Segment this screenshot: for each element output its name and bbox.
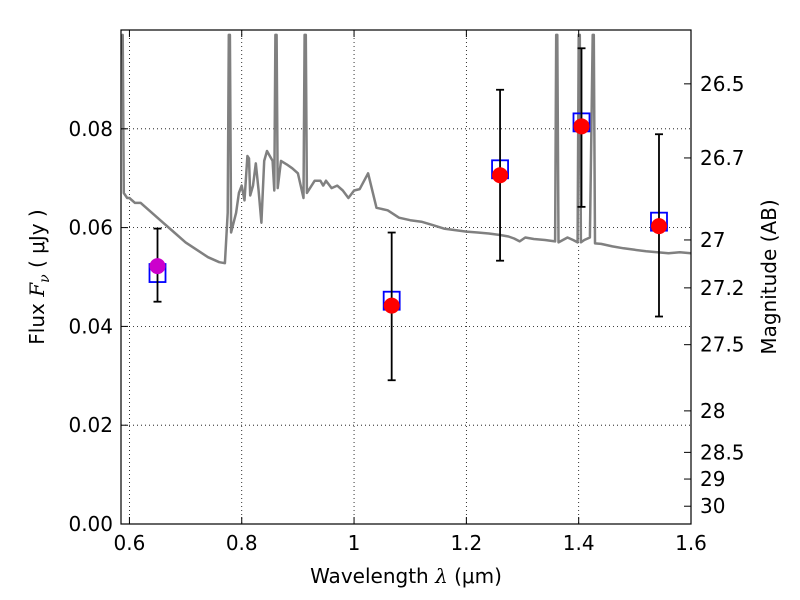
- right-y-tick-label: 26.5: [700, 72, 745, 96]
- grid: [121, 30, 692, 525]
- x-axis-label: Wavelength λ (μm): [310, 564, 502, 588]
- right-y-tick-label: 26.7: [700, 146, 745, 170]
- right-y-tick-label: 28.5: [700, 440, 745, 464]
- observed-flux-point: [149, 258, 166, 275]
- y-tick-label: 0.02: [68, 413, 113, 437]
- plot-area: [121, 33, 691, 382]
- x-tick-label: 1.2: [450, 531, 482, 555]
- y-tick-label: 0.04: [68, 314, 113, 338]
- observed-flux-point: [573, 118, 590, 135]
- x-tick-label: 1: [348, 531, 361, 555]
- x-tick-label: 0.6: [114, 531, 146, 555]
- model-spectrum-line: [121, 33, 691, 265]
- observed-flux-point: [650, 218, 667, 235]
- x-tick-label: 1.4: [563, 531, 595, 555]
- y-tick-label: 0.00: [68, 512, 113, 536]
- x-tick-label: 0.8: [226, 531, 258, 555]
- right-y-tick-label: 30: [700, 494, 725, 518]
- right-y-tick-label: 28: [700, 399, 725, 423]
- right-y-tick-label: 27.2: [700, 276, 745, 300]
- y-tick-label: 0.08: [68, 117, 113, 141]
- right-y-axis-label: Magnitude (AB): [757, 199, 781, 354]
- axes: 0.6 0.8 1 1.2 1.4 1.6 0.00 0.02 0.04 0.06 0.08 26.5…: [68, 30, 745, 555]
- right-y-tick-label: 29: [700, 467, 725, 491]
- plot-frame: [120, 29, 692, 525]
- right-y-tick-label: 27: [700, 228, 725, 252]
- x-tick-label: 1.6: [675, 531, 707, 555]
- y-axis-label: Flux Fν ( μJy ): [25, 209, 53, 344]
- observed-flux-point: [492, 167, 509, 184]
- observed-flux-point: [383, 297, 400, 314]
- y-tick-label: 0.06: [68, 216, 113, 240]
- right-y-tick-label: 27.5: [700, 333, 745, 357]
